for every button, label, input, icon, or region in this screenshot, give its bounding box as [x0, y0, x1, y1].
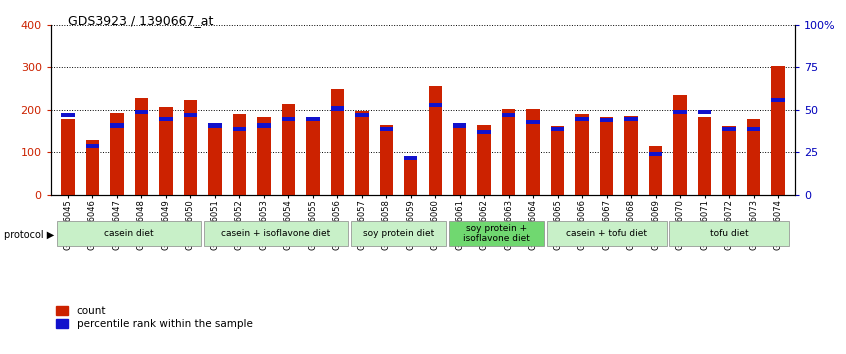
Bar	[526, 109, 540, 195]
Text: casein diet: casein diet	[104, 229, 154, 238]
Bar	[624, 116, 638, 195]
Bar	[380, 125, 393, 195]
Bar	[477, 125, 491, 195]
Bar	[551, 126, 564, 195]
Bar	[575, 114, 589, 195]
Bar	[184, 99, 197, 195]
Bar	[61, 113, 74, 118]
Text: casein + isoflavone diet: casein + isoflavone diet	[222, 229, 331, 238]
Bar	[135, 98, 148, 195]
Bar	[698, 110, 711, 114]
Bar	[61, 119, 74, 195]
Bar	[453, 123, 466, 127]
Text: casein + tofu diet: casein + tofu diet	[566, 229, 647, 238]
Bar	[282, 116, 295, 121]
Bar	[257, 123, 271, 127]
Bar	[159, 116, 173, 121]
Bar	[673, 95, 687, 195]
Bar	[208, 123, 222, 127]
Bar	[110, 113, 124, 195]
Bar	[404, 156, 417, 195]
Bar	[722, 126, 736, 195]
FancyBboxPatch shape	[204, 221, 349, 246]
Bar	[673, 110, 687, 114]
Bar	[502, 109, 515, 195]
FancyBboxPatch shape	[547, 221, 667, 246]
Bar	[233, 127, 246, 131]
Bar	[747, 119, 761, 195]
Text: soy protein diet: soy protein diet	[363, 229, 434, 238]
Bar	[110, 123, 124, 127]
Text: tofu diet: tofu diet	[710, 229, 749, 238]
Text: GDS3923 / 1390667_at: GDS3923 / 1390667_at	[68, 14, 213, 27]
Bar	[380, 127, 393, 131]
Bar	[355, 110, 369, 195]
Bar	[429, 86, 442, 195]
Bar	[649, 146, 662, 195]
Legend: count, percentile rank within the sample: count, percentile rank within the sample	[56, 306, 253, 329]
Bar	[772, 65, 785, 195]
Bar	[747, 127, 761, 131]
Bar	[404, 156, 417, 160]
FancyBboxPatch shape	[448, 221, 544, 246]
Bar	[208, 123, 222, 195]
FancyBboxPatch shape	[669, 221, 789, 246]
Bar	[502, 113, 515, 118]
Bar	[355, 113, 369, 118]
Bar	[575, 116, 589, 121]
FancyBboxPatch shape	[57, 221, 201, 246]
Bar	[649, 152, 662, 156]
Bar	[306, 116, 320, 121]
Bar	[698, 117, 711, 195]
Bar	[85, 140, 99, 195]
Bar	[722, 127, 736, 131]
Bar	[600, 118, 613, 122]
Text: protocol ▶: protocol ▶	[4, 230, 54, 240]
Bar	[477, 130, 491, 135]
Bar	[257, 117, 271, 195]
Bar	[624, 116, 638, 121]
Bar	[600, 117, 613, 195]
Bar	[453, 123, 466, 195]
FancyBboxPatch shape	[351, 221, 447, 246]
Bar	[429, 103, 442, 107]
Bar	[159, 107, 173, 195]
Bar	[135, 110, 148, 114]
Bar	[233, 114, 246, 195]
Bar	[551, 127, 564, 131]
Bar	[184, 113, 197, 118]
Bar	[306, 117, 320, 195]
Bar	[331, 89, 344, 195]
Bar	[526, 120, 540, 124]
Bar	[282, 104, 295, 195]
Bar	[772, 98, 785, 102]
Bar	[331, 106, 344, 110]
Bar	[85, 144, 99, 148]
Text: soy protein +
isoflavone diet: soy protein + isoflavone diet	[463, 224, 530, 243]
